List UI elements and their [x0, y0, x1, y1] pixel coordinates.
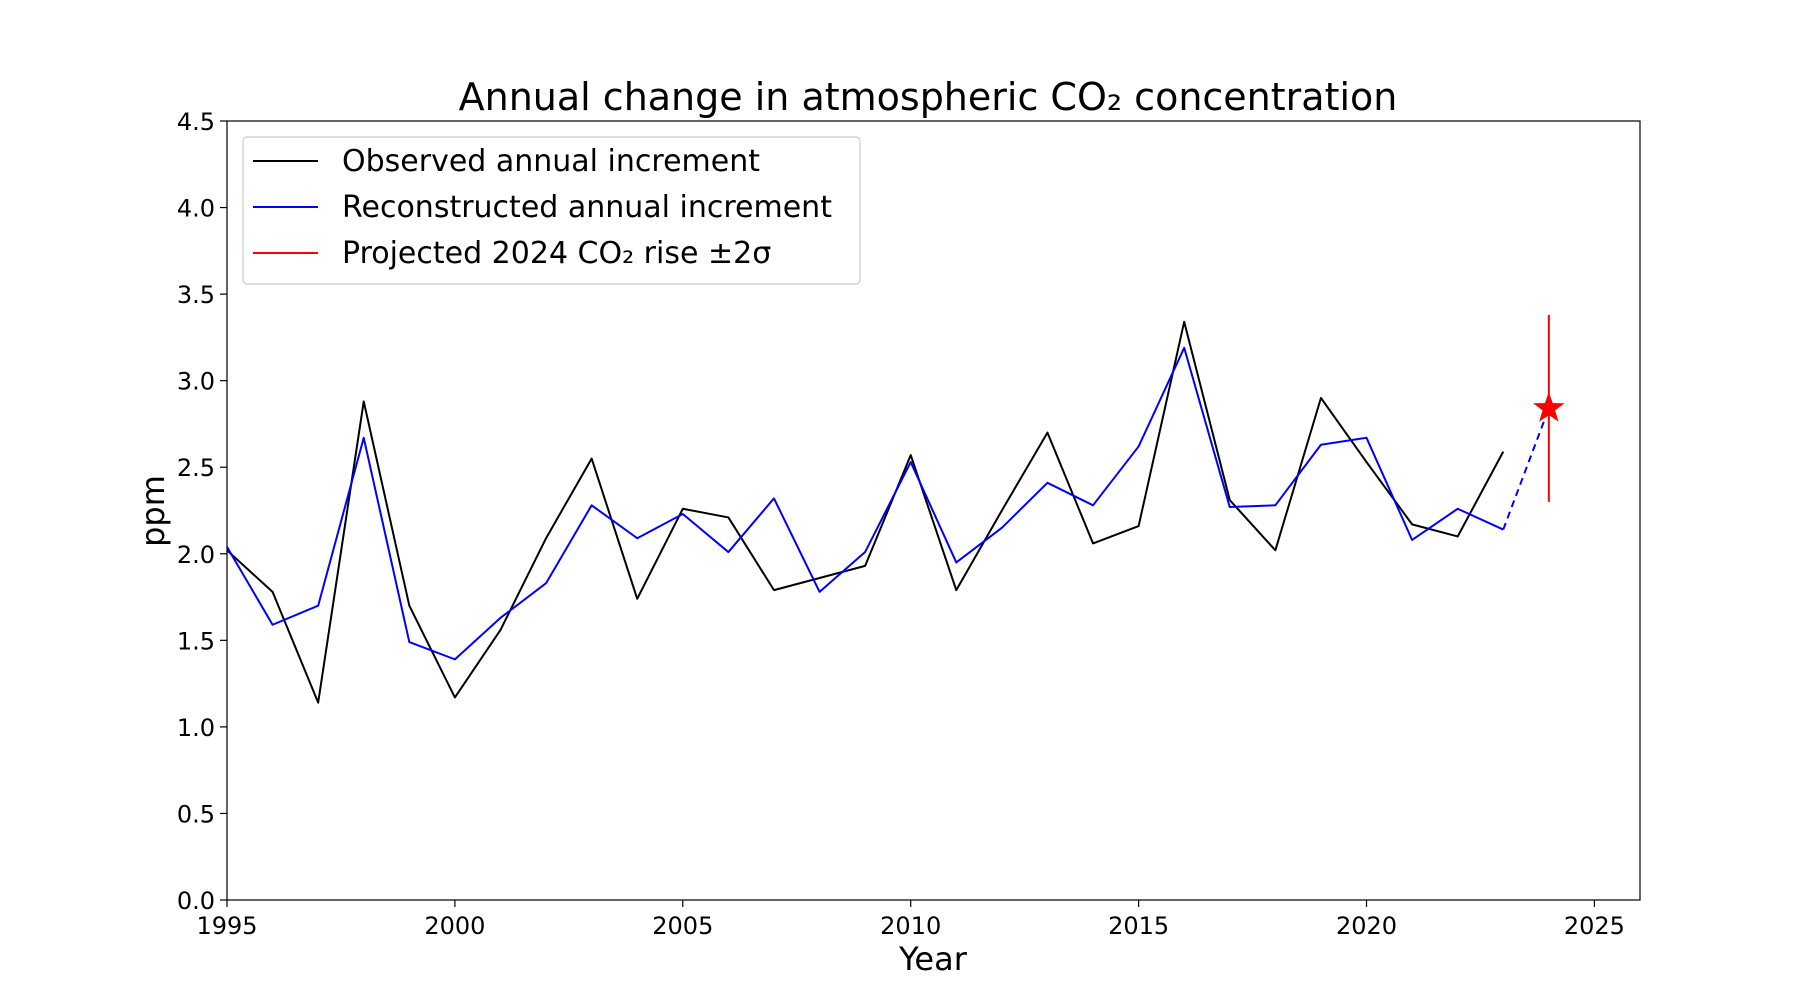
plot-frame: [226, 120, 1641, 901]
y-tick-label: 3.5: [177, 281, 215, 309]
observed-point: [498, 628, 502, 632]
observed-point: [909, 453, 913, 457]
legend-box: [242, 136, 861, 285]
reconstructed-point: [954, 560, 958, 564]
reconstructed-point: [635, 536, 639, 540]
reconstructed-point: [726, 550, 730, 554]
x-tick-label: 2025: [1564, 912, 1625, 940]
reconstructed-point: [1410, 538, 1414, 542]
y-tick-label: 1.5: [177, 627, 215, 655]
legend-label: Projected 2024 CO₂ rise ±2σ: [342, 236, 771, 271]
y-tick-label: 2.5: [177, 454, 215, 482]
x-tick-label: 2000: [424, 912, 485, 940]
observed-point: [818, 576, 822, 580]
reconstructed-line: [226, 346, 1504, 661]
observed-point: [1182, 320, 1186, 324]
x-tick-label: 2015: [1108, 912, 1169, 940]
observed-point: [1137, 524, 1141, 528]
legend-label: Reconstructed annual increment: [342, 190, 832, 225]
observed-point: [863, 564, 867, 568]
reconstructed-point: [909, 460, 913, 464]
y-tick-label: 1.0: [177, 714, 215, 742]
reconstructed-point: [1456, 507, 1460, 511]
reconstructed-point: [1137, 444, 1141, 448]
y-tick-label: 0.0: [177, 887, 215, 915]
y-tick-label: 2.0: [177, 541, 215, 569]
reconstructed-point: [1501, 528, 1505, 532]
observed-point: [954, 588, 958, 592]
x-tick-label: 2020: [1336, 912, 1397, 940]
observed-point: [453, 695, 457, 699]
reconstructed-point: [271, 623, 275, 627]
observed-point: [1456, 534, 1460, 538]
reconstructed-point: [590, 503, 594, 507]
reconstructed-point: [1045, 481, 1049, 485]
legend-label: Observed annual increment: [342, 144, 760, 179]
reconstructed-point: [1091, 503, 1095, 507]
reconstructed-point: [1319, 443, 1323, 447]
observed-point: [1273, 548, 1277, 552]
reconstructed-point: [362, 436, 366, 440]
y-tick-label: 4.0: [177, 195, 215, 223]
observed-point: [772, 588, 776, 592]
observed-line: [226, 320, 1505, 704]
reconstructed-point: [544, 581, 548, 585]
projection-star-marker: [1533, 391, 1565, 422]
observed-point: [362, 399, 366, 403]
reconstructed-point: [407, 640, 411, 644]
reconstructed-point: [1000, 526, 1004, 530]
reconstructed-point: [818, 590, 822, 594]
x-axis-label: Year: [898, 940, 968, 978]
x-axis: 1995 2000 2005 2010 2015 2020 2025: [196, 900, 1625, 940]
observed-point: [1000, 509, 1004, 513]
legend: Observed annual increment Reconstructed a…: [242, 136, 861, 285]
observed-point: [1365, 460, 1369, 464]
reconstructed-point: [681, 512, 685, 516]
y-axis: 0.0 0.5 1.0 1.5 2.0 2.5 3.0 3.5 4.0 4.5: [177, 108, 227, 915]
y-tick-label: 4.5: [177, 108, 215, 136]
observed-point: [271, 590, 275, 594]
reconstructed-point: [1273, 503, 1277, 507]
observed-point: [1091, 541, 1095, 545]
reconstructed-point: [316, 604, 320, 608]
series-layer: [226, 314, 1565, 705]
chart-title: Annual change in atmospheric CO₂ concent…: [459, 75, 1398, 119]
reconstructed-point: [772, 496, 776, 500]
observed-point: [1410, 522, 1414, 526]
observed-point: [635, 597, 639, 601]
reconstructed-point: [1228, 505, 1232, 509]
observed-point: [1501, 450, 1505, 454]
observed-point: [681, 507, 685, 511]
x-tick-label: 2005: [652, 912, 713, 940]
reconstructed-point: [1182, 346, 1186, 350]
reconstructed-point: [1365, 436, 1369, 440]
projection-link-line: [1502, 408, 1550, 530]
reconstructed-point: [453, 657, 457, 661]
observed-point: [316, 701, 320, 705]
y-axis-label: ppm: [134, 475, 172, 547]
observed-point: [1228, 498, 1232, 502]
reconstructed-point: [863, 550, 867, 554]
observed-point: [1045, 431, 1049, 435]
x-tick-label: 1995: [196, 912, 257, 940]
y-tick-label: 3.0: [177, 368, 215, 396]
observed-point: [1319, 396, 1323, 400]
observed-point: [544, 536, 548, 540]
reconstructed-point: [498, 616, 502, 620]
observed-point: [407, 604, 411, 608]
observed-point: [726, 515, 730, 519]
observed-point: [590, 457, 594, 461]
y-tick-label: 0.5: [177, 800, 215, 828]
x-tick-label: 2010: [880, 912, 941, 940]
